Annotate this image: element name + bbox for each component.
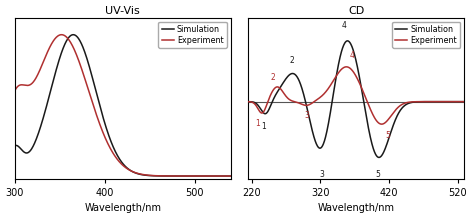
Experiment bbox=[12, 90, 18, 92]
Experiment bbox=[259, 112, 264, 114]
Line: Experiment: Experiment bbox=[248, 67, 465, 124]
Text: 2: 2 bbox=[270, 72, 275, 81]
Text: 5: 5 bbox=[375, 170, 380, 179]
Simulation bbox=[345, 40, 350, 42]
Text: 5: 5 bbox=[385, 131, 391, 140]
Simulation bbox=[384, 144, 390, 146]
Title: UV-Vis: UV-Vis bbox=[105, 5, 140, 16]
Experiment bbox=[228, 175, 234, 177]
Simulation bbox=[410, 101, 416, 104]
Text: 3: 3 bbox=[319, 170, 324, 179]
Experiment bbox=[246, 100, 251, 103]
Line: Experiment: Experiment bbox=[15, 35, 231, 176]
Experiment bbox=[344, 65, 349, 68]
Line: Simulation: Simulation bbox=[15, 35, 231, 176]
Experiment bbox=[432, 100, 438, 103]
Line: Simulation: Simulation bbox=[248, 41, 465, 157]
Simulation bbox=[12, 145, 18, 147]
Experiment bbox=[50, 40, 56, 43]
Experiment bbox=[156, 175, 162, 177]
X-axis label: Wavelength/nm: Wavelength/nm bbox=[318, 203, 395, 214]
Simulation bbox=[462, 100, 467, 103]
Simulation bbox=[50, 81, 56, 83]
Experiment bbox=[384, 120, 390, 123]
Experiment bbox=[68, 41, 73, 44]
Text: 1: 1 bbox=[255, 119, 260, 128]
Simulation bbox=[376, 156, 382, 159]
Text: 3: 3 bbox=[304, 111, 309, 120]
Simulation bbox=[156, 175, 162, 177]
Text: 4: 4 bbox=[349, 51, 354, 60]
Legend: Simulation, Experiment: Simulation, Experiment bbox=[392, 22, 460, 48]
Simulation bbox=[246, 100, 251, 103]
Legend: Simulation, Experiment: Simulation, Experiment bbox=[158, 22, 227, 48]
Simulation bbox=[259, 110, 264, 112]
Simulation bbox=[432, 100, 438, 103]
Simulation bbox=[139, 173, 145, 176]
Experiment bbox=[371, 116, 377, 118]
Simulation bbox=[175, 175, 181, 177]
Experiment bbox=[139, 173, 145, 176]
Experiment bbox=[379, 123, 384, 125]
Simulation bbox=[228, 175, 234, 177]
Simulation bbox=[377, 156, 383, 158]
Experiment bbox=[175, 175, 181, 177]
Experiment bbox=[410, 101, 416, 103]
Simulation bbox=[67, 35, 73, 37]
Experiment bbox=[110, 152, 116, 154]
Simulation bbox=[110, 145, 116, 147]
X-axis label: Wavelength/nm: Wavelength/nm bbox=[84, 203, 161, 214]
Experiment bbox=[462, 100, 467, 103]
Simulation bbox=[70, 33, 76, 36]
Simulation bbox=[371, 150, 377, 152]
Title: CD: CD bbox=[348, 5, 365, 16]
Experiment bbox=[59, 33, 64, 36]
Text: 2: 2 bbox=[289, 56, 294, 65]
Text: 4: 4 bbox=[342, 21, 347, 30]
Experiment bbox=[377, 122, 383, 125]
Text: 1: 1 bbox=[261, 122, 266, 131]
